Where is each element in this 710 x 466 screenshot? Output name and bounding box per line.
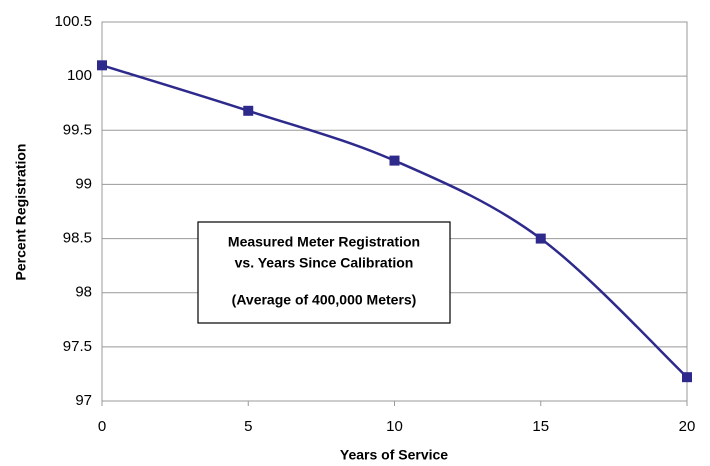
y-tick-label: 98	[75, 284, 92, 301]
y-axis-label: Percent Registration	[13, 144, 29, 281]
y-tick-label: 99	[75, 175, 92, 192]
x-tick-label: 10	[386, 418, 403, 435]
y-tick-label: 100	[67, 67, 92, 84]
marker	[243, 105, 254, 116]
annotation: (Average of 400,000 Meters)	[232, 292, 417, 308]
marker	[389, 155, 400, 166]
x-tick-label: 20	[679, 418, 696, 435]
y-tick-label: 98.5	[63, 230, 92, 247]
marker	[97, 60, 107, 71]
annotation: vs. Years Since Calibration	[235, 255, 414, 271]
annotation-box	[197, 221, 451, 324]
y-tick-label: 100.5	[54, 13, 92, 30]
y-tick-label: 97	[75, 392, 92, 409]
x-tick-label: 0	[98, 418, 106, 435]
plot-area	[101, 21, 688, 402]
marker	[535, 233, 546, 244]
x-axis-label: Years of Service	[340, 447, 448, 463]
y-tick-label: 97.5	[63, 338, 92, 355]
y-tick-label: 99.5	[63, 121, 92, 138]
marker	[682, 372, 692, 383]
annotation: Measured Meter Registration	[228, 234, 420, 250]
x-tick-label: 15	[532, 418, 549, 435]
x-tick-label: 5	[244, 418, 252, 435]
